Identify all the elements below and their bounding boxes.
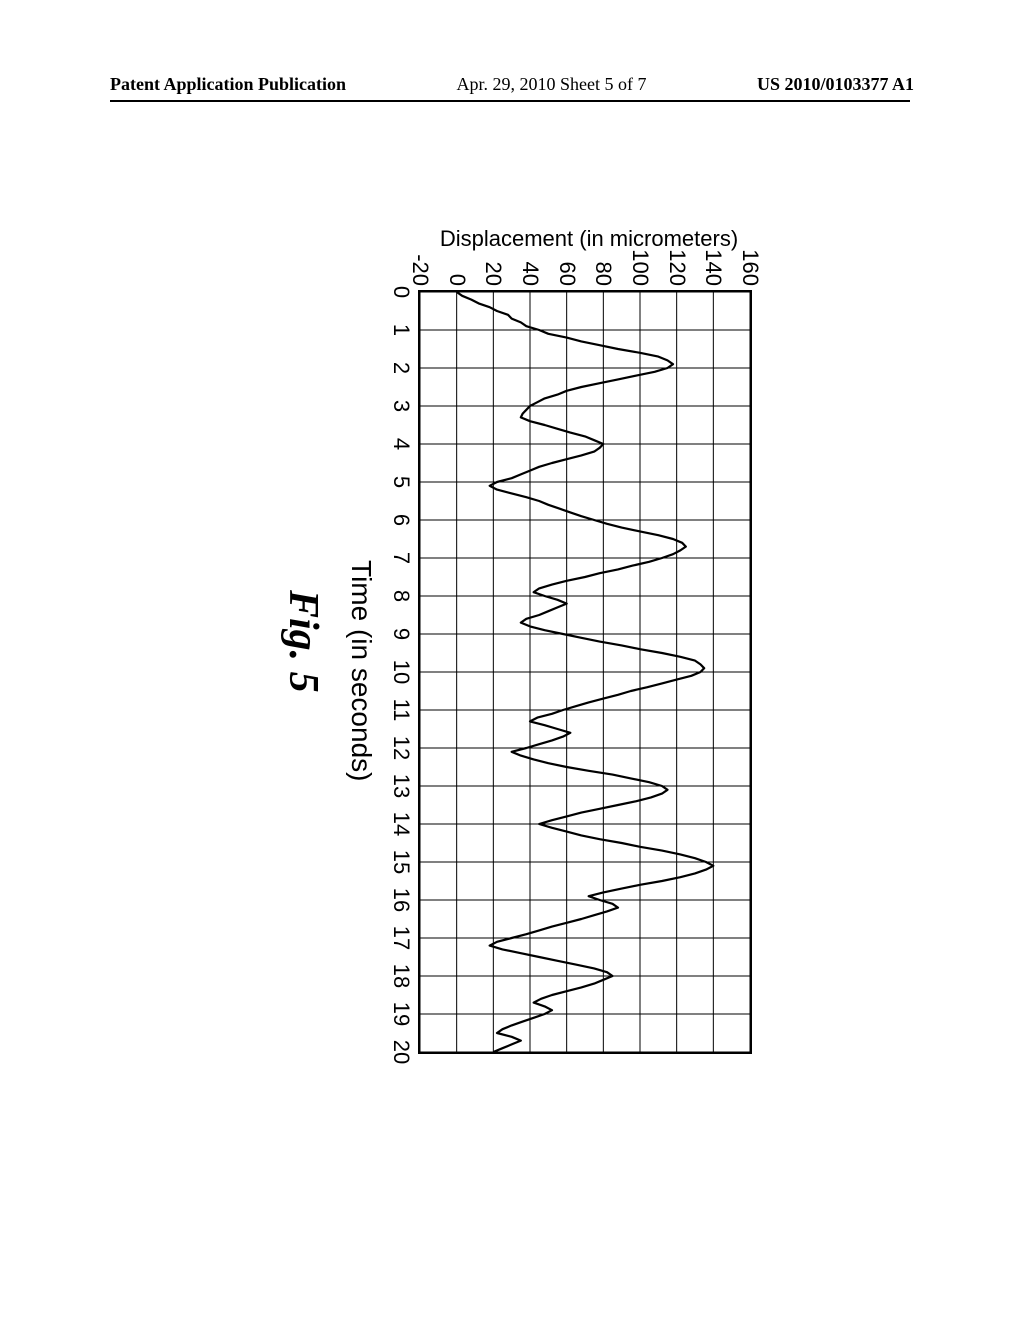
y-tick-label: 100 bbox=[627, 249, 653, 286]
x-tick-label: 10 bbox=[388, 660, 414, 684]
x-tick-label: 1 bbox=[388, 324, 414, 336]
header-center: Apr. 29, 2010 Sheet 5 of 7 bbox=[457, 74, 647, 95]
x-tick-label: 11 bbox=[388, 699, 414, 722]
header-rule bbox=[110, 100, 910, 102]
x-tick-label: 4 bbox=[388, 438, 414, 450]
x-axis-label: Time (in seconds) bbox=[345, 560, 377, 781]
y-axis-label: Displacement (in micrometers) bbox=[440, 226, 738, 252]
y-tick-label: 140 bbox=[700, 249, 726, 286]
y-tick-label: 20 bbox=[480, 262, 506, 286]
x-tick-label: 9 bbox=[388, 628, 414, 640]
y-tick-label: 160 bbox=[737, 249, 763, 286]
x-tick-label: 2 bbox=[388, 362, 414, 374]
x-tick-label: 12 bbox=[388, 736, 414, 760]
header-left: Patent Application Publication bbox=[110, 74, 346, 95]
y-tick-label: 0 bbox=[444, 274, 470, 286]
y-tick-label: 60 bbox=[554, 262, 580, 286]
x-tick-label: 7 bbox=[388, 552, 414, 564]
chart-svg bbox=[420, 292, 750, 1052]
header-right: US 2010/0103377 A1 bbox=[757, 74, 914, 95]
x-tick-label: 18 bbox=[388, 964, 414, 988]
x-tick-label: 5 bbox=[388, 476, 414, 488]
x-tick-label: 6 bbox=[388, 514, 414, 526]
x-tick-label: 15 bbox=[388, 850, 414, 874]
x-tick-label: 17 bbox=[388, 926, 414, 950]
x-tick-label: 16 bbox=[388, 888, 414, 912]
x-tick-label: 14 bbox=[388, 812, 414, 836]
chart-stage: Displacement (in micrometers) 0123456789… bbox=[252, 190, 772, 1090]
y-tick-label: -20 bbox=[407, 254, 433, 286]
x-tick-label: 13 bbox=[388, 774, 414, 798]
x-tick-label: 3 bbox=[388, 400, 414, 412]
page-header: Patent Application Publication Apr. 29, … bbox=[0, 74, 1024, 95]
y-tick-label: 80 bbox=[590, 262, 616, 286]
x-tick-label: 8 bbox=[388, 590, 414, 602]
figure-label: Fig. 5 bbox=[279, 590, 327, 693]
x-tick-label: 19 bbox=[388, 1002, 414, 1026]
y-tick-label: 40 bbox=[517, 262, 543, 286]
y-tick-label: 120 bbox=[664, 249, 690, 286]
page: Patent Application Publication Apr. 29, … bbox=[0, 0, 1024, 1320]
x-tick-label: 0 bbox=[388, 286, 414, 298]
plot-area: 01234567891011121314151617181920-2002040… bbox=[418, 290, 752, 1054]
x-tick-label: 20 bbox=[388, 1040, 414, 1064]
